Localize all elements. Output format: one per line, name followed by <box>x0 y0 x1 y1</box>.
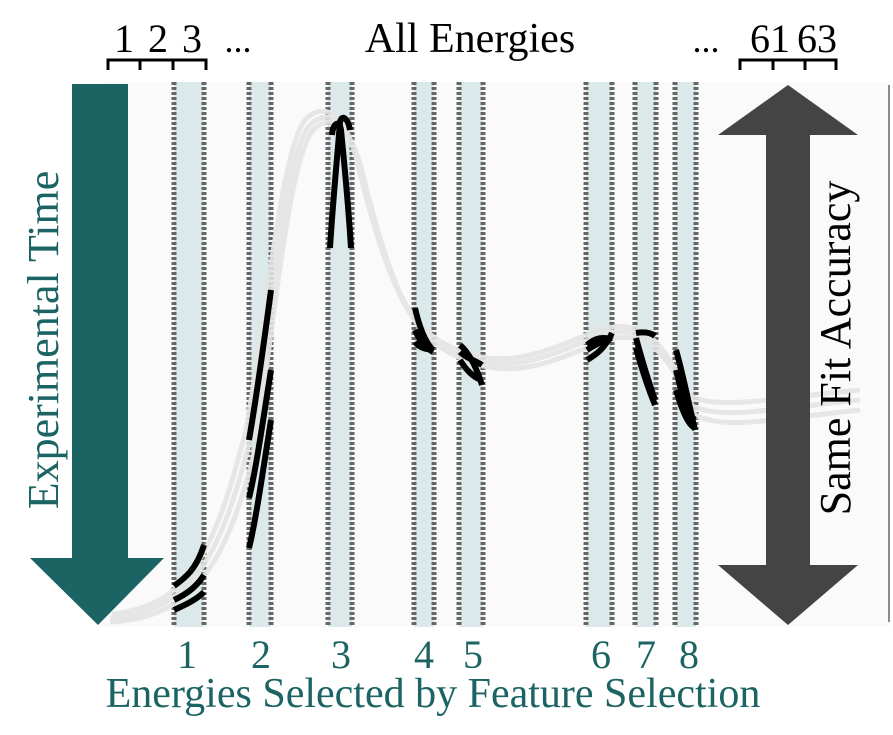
highlight-energy-7c <box>633 347 658 407</box>
highlight-energy-2a <box>246 419 274 549</box>
highlight-energy-8b <box>673 369 698 423</box>
double-arrow-icon <box>718 85 858 625</box>
energy-band-4 <box>411 82 437 627</box>
selected-energy-number-2: 2 <box>251 632 271 677</box>
selected-energy-number-5: 5 <box>463 632 483 677</box>
same-fit-accuracy-arrow <box>718 85 858 625</box>
all-energies-title: All Energies <box>365 16 575 62</box>
highlight-energy-2c <box>246 289 274 441</box>
left-index-brackets <box>106 58 208 70</box>
selected-energy-number-4: 4 <box>414 632 434 677</box>
right-index-brackets <box>738 58 838 70</box>
highlight-energy-4c <box>412 339 434 353</box>
highlight-energy-3b <box>329 120 354 249</box>
energy-band-3 <box>325 82 355 627</box>
highlighted-spectra <box>172 114 698 613</box>
selected-energy-number-7: 7 <box>636 632 656 677</box>
energy-index-1: 1 <box>114 16 134 61</box>
selected-energy-number-8: 8 <box>679 632 699 677</box>
selected-energy-number-1: 1 <box>177 632 197 677</box>
highlight-energy-2b <box>246 369 274 499</box>
highlight-energy-5c <box>457 349 484 368</box>
selected-energy-number-3: 3 <box>331 632 351 677</box>
same-fit-accuracy-label: Same Fit Accuracy <box>811 181 860 516</box>
energy-index-63: 63 <box>797 16 837 61</box>
highlight-energy-7a <box>635 329 657 339</box>
energy-index-61: 61 <box>750 16 790 61</box>
right-ellipsis: ... <box>693 20 720 60</box>
feature-selection-caption: Energies Selected by Feature Selection <box>106 671 761 717</box>
energy-index-3: 3 <box>182 16 202 61</box>
plot-background <box>100 82 890 627</box>
highlight-energy-5b <box>457 358 483 383</box>
highlight-energy-1b <box>172 573 207 603</box>
energy-band-1 <box>171 82 207 627</box>
selected-energy-number-6: 6 <box>591 632 611 677</box>
highlight-energy-1c <box>172 589 207 613</box>
faint-spectrum-3 <box>111 108 861 617</box>
left-ellipsis: ... <box>225 20 252 60</box>
highlight-energy-1a <box>172 544 207 589</box>
highlight-energy-6c <box>585 334 614 348</box>
experimental-time-label: Experimental Time <box>19 171 68 510</box>
energy-index-2: 2 <box>148 16 168 61</box>
highlight-energy-8c <box>673 389 697 431</box>
down-arrow-icon <box>30 84 164 625</box>
experimental-time-arrow <box>30 84 164 625</box>
